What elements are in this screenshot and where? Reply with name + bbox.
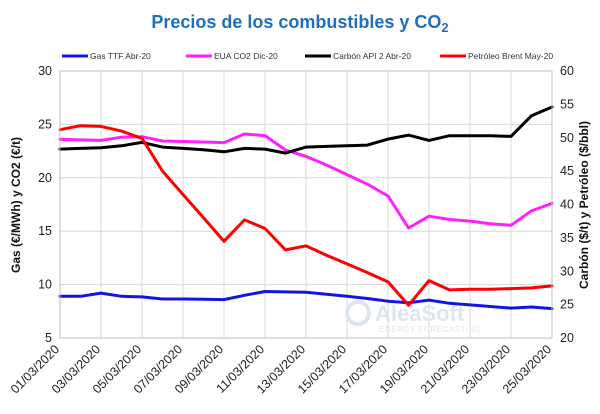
- y-axis-right-label: Carbón ($/t) y Petróleo ($/bbl): [577, 121, 591, 289]
- chart-title: Precios de los combustibles y CO2: [151, 12, 448, 35]
- watermark-logo: AleaSoft ENERGY FORECASTING: [345, 300, 482, 334]
- y-tick-left-label: 30: [38, 64, 52, 78]
- y-tick-right-label: 30: [560, 264, 574, 278]
- series-line: [58, 105, 554, 155]
- legend: Gas TTF Abr-20 EUA CO2 Dic-20 Carbón API 2…: [62, 51, 553, 61]
- legend-label: Carbón API 2 Abr-20: [333, 51, 411, 61]
- y-tick-right-label: 60: [560, 64, 574, 78]
- y-axis-left-label: Gas (€/MWh) y CO2 (€/t): [9, 137, 23, 273]
- y-tick-right-label: 25: [560, 298, 574, 312]
- y-tick-left-label: 20: [38, 171, 52, 185]
- watermark-logo-icon: [345, 300, 371, 326]
- watermark-tagline: ENERGY FORECASTING: [379, 325, 482, 334]
- y-tick-left-label: 25: [38, 117, 52, 131]
- watermark-brand: AleaSoft: [375, 301, 465, 326]
- y-tick-left-label: 15: [38, 224, 52, 238]
- legend-label: Gas TTF Abr-20: [90, 51, 151, 61]
- y-tick-left-label: 5: [45, 331, 52, 345]
- y-tick-right-label: 40: [560, 198, 574, 212]
- series-line: [58, 132, 554, 230]
- legend-label: EUA CO2 Dic-20: [214, 51, 278, 61]
- legend-label: Petróleo Brent May-20: [468, 51, 553, 61]
- series-line: [58, 290, 554, 311]
- y-tick-right-label: 50: [560, 131, 574, 145]
- y-tick-right-label: 45: [560, 164, 574, 178]
- y-tick-left-label: 10: [38, 278, 52, 292]
- y-tick-right-label: 35: [560, 231, 574, 245]
- y-tick-right-label: 20: [560, 331, 574, 345]
- axes: 5101520253020253035404550556001/03/20200…: [8, 64, 574, 396]
- series-lines: [58, 105, 554, 311]
- plot-area-border: [59, 70, 553, 339]
- series-line: [58, 124, 554, 307]
- y-tick-right-label: 55: [560, 97, 574, 111]
